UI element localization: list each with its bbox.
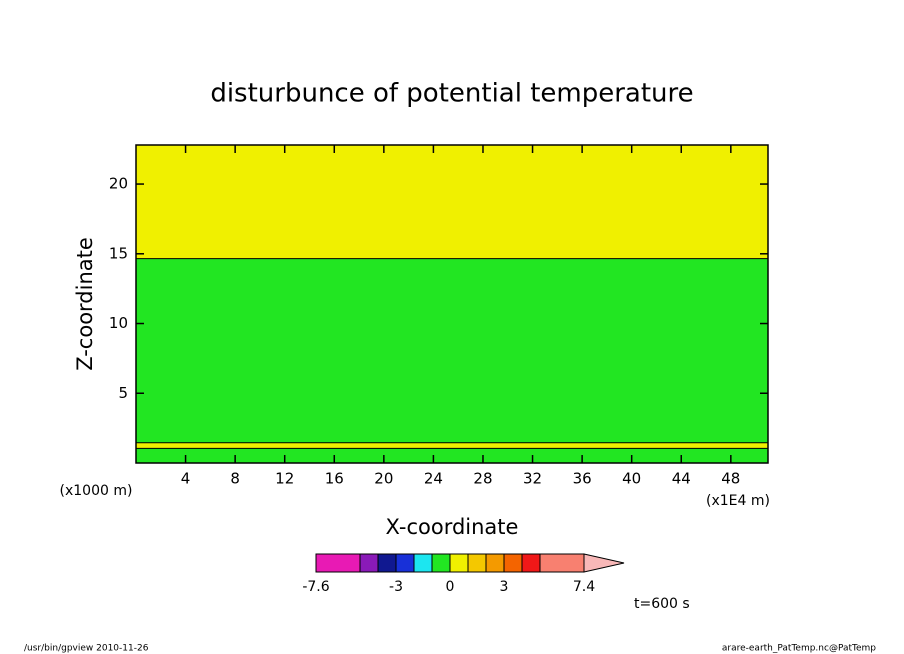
x-tick-label: 16 (325, 470, 344, 488)
contour-band (136, 442, 768, 449)
x-tick-label: 24 (424, 470, 443, 488)
y-tick-label: 5 (118, 384, 128, 402)
x-tick-label: 20 (374, 470, 393, 488)
x-tick-label: 40 (622, 470, 641, 488)
chart-title: disturbunce of potential temperature (210, 79, 693, 109)
footer-left: /usr/bin/gpview 2010-11-26 (24, 644, 149, 654)
x-tick-label: 48 (721, 470, 740, 488)
colorbar-label: 0 (446, 579, 455, 595)
colorbar-box (467, 553, 487, 573)
time-label: t=600 s (634, 596, 690, 612)
plot-frame (135, 144, 769, 464)
x-tick-label: 28 (473, 470, 492, 488)
x-tick-label: 4 (181, 470, 191, 488)
footer-right: arare-earth_PatTemp.nc@PatTemp (722, 644, 876, 654)
x-tick-label: 32 (523, 470, 542, 488)
colorbar-box (521, 553, 541, 573)
contour-band (136, 448, 768, 463)
x-tick-label: 12 (275, 470, 294, 488)
colorbar-box (395, 553, 415, 573)
colorbar-box (449, 553, 469, 573)
colorbar-box (503, 553, 523, 573)
colorbar-box (431, 553, 451, 573)
x-unit-left: (x1000 m) (60, 483, 133, 499)
y-tick-label: 20 (109, 175, 128, 193)
colorbar-label: -3 (389, 579, 403, 595)
y-axis-label: Z-coordinate (73, 237, 97, 371)
x-axis-label: X-coordinate (386, 515, 519, 539)
colorbar-box (377, 553, 397, 573)
contour-band (136, 145, 768, 259)
x-unit-right: (x1E4 m) (706, 493, 770, 509)
contour-band (136, 258, 768, 443)
x-tick-label: 44 (672, 470, 691, 488)
colorbar-box (485, 553, 505, 573)
y-tick-label: 10 (109, 314, 128, 332)
colorbar-box (539, 553, 585, 573)
y-tick-label: 15 (109, 244, 128, 262)
colorbar-extension (583, 553, 625, 573)
colorbar-box (413, 553, 433, 573)
colorbar-label: -7.6 (302, 579, 329, 595)
colorbar-box (315, 553, 361, 573)
colorbar-box (359, 553, 379, 573)
colorbar-label: 7.4 (573, 579, 595, 595)
x-tick-label: 8 (230, 470, 240, 488)
colorbar-label: 3 (500, 579, 509, 595)
x-tick-label: 36 (573, 470, 592, 488)
